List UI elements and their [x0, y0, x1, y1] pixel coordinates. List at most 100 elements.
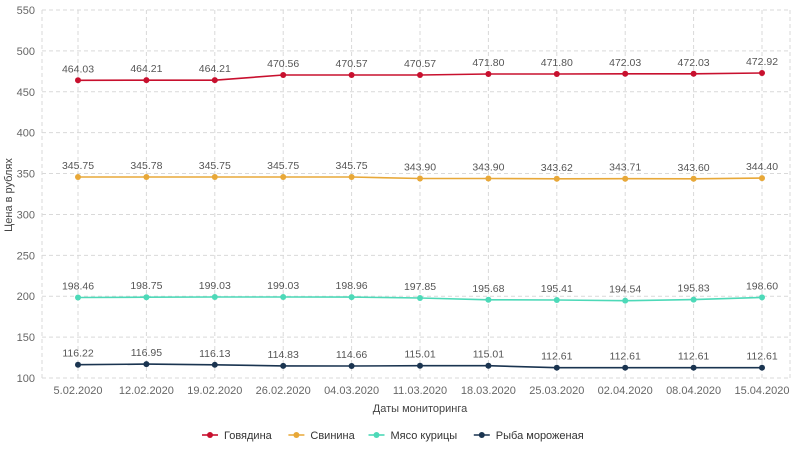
data-point[interactable] — [348, 174, 355, 181]
data-point[interactable] — [280, 174, 287, 181]
legend-item[interactable]: Говядина — [202, 430, 273, 442]
data-label: 470.57 — [404, 58, 436, 70]
x-tick-label: 11.03.2020 — [393, 385, 447, 397]
x-axis: 5.02.2020 12.02.2020 19.02.2020 26.02.2020 0… — [54, 385, 790, 397]
data-label: 343.90 — [404, 162, 436, 174]
data-label: 472.03 — [609, 57, 641, 69]
data-point[interactable] — [485, 362, 492, 369]
data-point[interactable] — [211, 174, 218, 181]
data-point[interactable] — [143, 294, 150, 301]
data-label: 464.21 — [130, 63, 162, 75]
series-layer — [75, 70, 765, 371]
data-label: 198.75 — [130, 280, 162, 292]
data-point[interactable] — [485, 70, 492, 77]
x-tick-label: 5.02.2020 — [54, 385, 103, 397]
data-label: 112.61 — [678, 351, 709, 363]
data-label: 198.46 — [62, 280, 94, 292]
y-tick-label: 300 — [17, 209, 35, 221]
data-label: 112.61 — [610, 351, 641, 363]
data-point[interactable] — [143, 174, 150, 181]
data-point[interactable] — [211, 361, 218, 368]
x-tick-label: 04.03.2020 — [324, 385, 379, 397]
data-point[interactable] — [622, 175, 629, 182]
grid-layer — [41, 9, 791, 379]
data-label: 194.54 — [609, 284, 641, 296]
data-point[interactable] — [553, 70, 560, 77]
data-point[interactable] — [759, 294, 765, 301]
data-point[interactable] — [143, 361, 150, 368]
data-label: 114.66 — [336, 349, 367, 361]
data-label: 198.96 — [336, 280, 368, 292]
data-point[interactable] — [759, 364, 765, 371]
legend-marker — [478, 432, 485, 438]
data-point[interactable] — [622, 364, 629, 371]
data-point[interactable] — [485, 175, 492, 182]
data-point[interactable] — [75, 294, 81, 301]
data-label: 198.60 — [746, 280, 778, 292]
x-tick-label: 18.03.2020 — [461, 385, 516, 397]
data-label: 470.56 — [267, 58, 299, 70]
data-label: 195.41 — [541, 283, 573, 295]
y-tick-label: 250 — [17, 250, 35, 262]
data-point[interactable] — [348, 294, 355, 301]
data-point[interactable] — [417, 362, 423, 369]
data-point[interactable] — [485, 296, 492, 303]
x-tick-label: 12.02.2020 — [119, 385, 174, 397]
data-point[interactable] — [759, 70, 765, 77]
legend-label: Рыба мороженая — [496, 430, 584, 442]
legend-label: Говядина — [224, 430, 273, 442]
data-point[interactable] — [348, 363, 355, 370]
data-label: 345.75 — [62, 160, 94, 172]
data-label: 343.60 — [678, 162, 710, 174]
data-point[interactable] — [759, 175, 765, 182]
data-point[interactable] — [622, 297, 629, 304]
y-tick-label: 400 — [17, 128, 35, 140]
data-point[interactable] — [690, 70, 697, 77]
data-point[interactable] — [143, 77, 150, 84]
data-point[interactable] — [75, 361, 81, 368]
x-tick-label: 19.02.2020 — [187, 385, 242, 397]
data-point[interactable] — [348, 71, 355, 78]
data-point[interactable] — [417, 71, 423, 78]
data-point[interactable] — [75, 77, 81, 84]
data-point[interactable] — [417, 175, 423, 182]
data-point[interactable] — [553, 364, 560, 371]
data-point[interactable] — [622, 70, 629, 77]
data-label: 345.75 — [267, 160, 299, 172]
data-label: 195.83 — [678, 283, 710, 295]
y-tick-label: 200 — [17, 291, 35, 303]
data-label: 199.03 — [199, 280, 231, 292]
x-tick-label: 08.04.2020 — [666, 385, 721, 397]
data-point[interactable] — [280, 71, 287, 78]
data-point[interactable] — [690, 175, 697, 182]
data-point[interactable] — [280, 362, 287, 369]
data-label: 471.80 — [472, 57, 504, 69]
data-point[interactable] — [553, 296, 560, 303]
data-label: 116.13 — [199, 348, 230, 360]
legend-item[interactable]: Свинина — [288, 430, 356, 442]
x-axis-title: Даты мониторинга — [373, 403, 468, 415]
legend-item[interactable]: Рыба мороженая — [473, 430, 584, 442]
data-point[interactable] — [690, 296, 697, 303]
data-label: 464.03 — [62, 63, 94, 75]
data-point[interactable] — [211, 294, 218, 301]
data-label: 344.40 — [746, 161, 778, 173]
legend-item[interactable]: Мясо курицы — [368, 430, 458, 442]
data-label: 112.61 — [541, 351, 572, 363]
y-tick-label: 450 — [17, 87, 35, 99]
data-point[interactable] — [553, 175, 560, 182]
data-label: 112.61 — [746, 351, 777, 363]
data-label: 115.01 — [473, 349, 504, 361]
data-point[interactable] — [690, 364, 697, 371]
y-tick-label: 550 — [17, 5, 35, 17]
y-tick-label: 150 — [17, 332, 35, 344]
data-point[interactable] — [280, 294, 287, 301]
data-point[interactable] — [417, 294, 423, 301]
data-label: 472.03 — [678, 57, 710, 69]
data-label: 470.57 — [336, 58, 368, 70]
legend-marker — [293, 432, 300, 438]
data-point[interactable] — [211, 77, 218, 84]
data-point[interactable] — [75, 174, 81, 181]
x-tick-label: 26.02.2020 — [256, 385, 311, 397]
